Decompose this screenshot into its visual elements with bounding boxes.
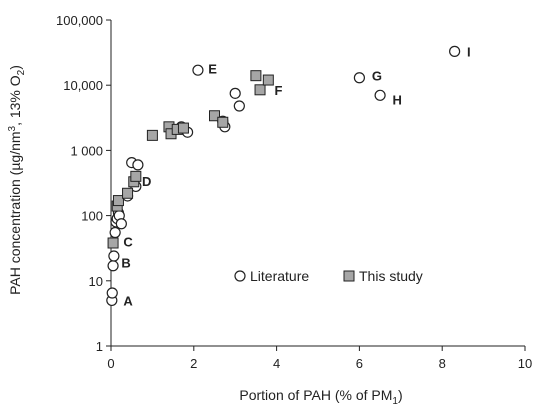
legend-marker-literature [234,270,246,282]
x-tick-label: 4 [273,356,280,371]
y-axis-title-mid: , 13% O [7,75,23,126]
point-literature [192,64,204,76]
point-literature [449,45,461,57]
point-this-study [122,187,134,199]
point-annotations: A BC D E F GH I [121,44,470,308]
tick-labels: 1 10 100 1 000 10,000 100,000 0 2 4 6 8 10 [56,13,532,371]
annotation-label: H [393,93,402,108]
x-axis-title-end: ) [398,387,403,403]
point-this-study [112,195,124,207]
y-tick-label: 10 [89,274,103,289]
legend: Literature This study [234,268,423,284]
legend-label-literature: Literature [250,268,309,284]
point-this-study [130,170,142,182]
x-axis-title-sub: 1 [392,396,398,407]
y-tick-label: 10,000 [63,78,103,93]
annotation-label: F [275,83,283,98]
annotation-label: A [123,293,133,308]
point-literature [374,89,386,101]
x-tick-label: 8 [439,356,446,371]
point-literature [229,87,241,99]
legend-marker-this-study [343,270,355,282]
x-tick-label: 0 [107,356,114,371]
annotation-label: B [121,256,130,271]
y-axis-title-end: ) [7,65,23,70]
annotation-label: G [372,69,382,84]
y-axis-title-sup: 3 [7,125,18,131]
point-this-study [262,74,274,86]
point-literature [107,260,119,272]
x-tick-label: 2 [190,356,197,371]
point-literature [109,226,121,239]
annotation-label: D [142,174,151,189]
annotation-label: I [467,44,471,59]
point-literature [353,72,365,84]
point-this-study [217,116,229,128]
axes [106,19,526,351]
point-this-study [209,110,220,122]
x-tick-label: 6 [356,356,363,371]
y-axis-title-sub: 2 [16,69,27,75]
annotation-label: C [123,235,133,250]
y-tick-label: 100 [81,209,103,224]
point-this-study [254,84,266,96]
point-literature [115,218,127,230]
point-literature [233,100,245,112]
y-tick-label: 1 [96,339,103,354]
y-tick-label: 100,000 [56,13,103,28]
legend-label-this-study: This study [359,268,423,284]
x-axis-title: Portion of PAH (% of PM1) [239,387,402,407]
point-literature [108,250,120,262]
point-literature [132,159,144,171]
point-this-study [250,70,262,82]
point-this-study [146,129,158,141]
point-this-study [177,122,189,134]
point-literature [106,287,118,299]
annotation-label: E [208,62,217,77]
x-tick-label: 10 [518,356,532,371]
y-axis-title: PAH concentration (µg/nm3, 13% O2) [7,65,27,295]
y-tick-label: 1 000 [70,143,103,158]
point-this-study [107,237,119,249]
data-points [106,45,461,307]
